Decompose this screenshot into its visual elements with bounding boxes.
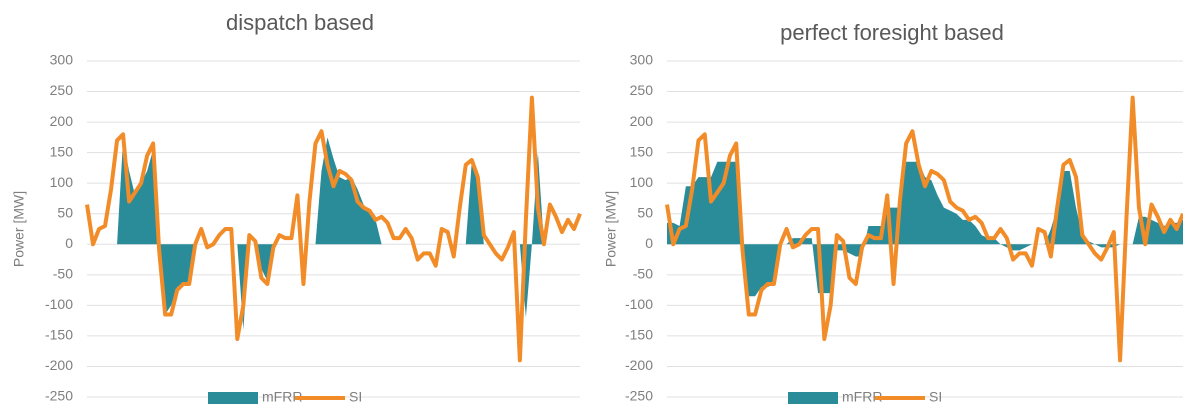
y-tick-label: -150	[45, 327, 73, 343]
legend-swatch	[788, 392, 838, 404]
y-tick-label: -200	[45, 357, 73, 373]
area	[667, 161, 1183, 297]
y-tick-label: 0	[65, 235, 73, 251]
chart: perfect foresight based Power [MW] -250 -20…	[603, 20, 1183, 405]
y-tick-label: -100	[625, 296, 653, 312]
area	[87, 137, 580, 330]
y-tick-label: 150	[50, 143, 74, 159]
y-axis-title: Power [MW]	[11, 191, 27, 267]
legend-label: SI	[349, 389, 362, 405]
y-tick-label: -250	[45, 388, 73, 404]
y-tick-label: 300	[50, 52, 74, 68]
y-tick-label: -50	[633, 266, 653, 282]
y-tick-label: -100	[45, 296, 73, 312]
chart-title: dispatch based	[226, 10, 374, 35]
line	[665, 95, 1183, 363]
y-tick-label: 100	[630, 174, 654, 190]
y-tick-label: 150	[630, 143, 654, 159]
chart-title: perfect foresight based	[780, 20, 1004, 45]
y-tick-label: 250	[630, 82, 654, 98]
chart: dispatch based Power [MW] -250 -200 -150 -100…	[11, 10, 582, 405]
legend-label: SI	[929, 389, 942, 405]
y-tick-label: -250	[625, 388, 653, 404]
y-tick-label: 50	[637, 204, 653, 220]
legend-label: mFRR	[262, 389, 302, 405]
y-axis-title: Power [MW]	[603, 191, 619, 267]
y-tick-label: 200	[50, 113, 74, 129]
y-tick-label: -200	[625, 357, 653, 373]
y-tick-label: 300	[630, 52, 654, 68]
y-tick-label: 0	[645, 235, 653, 251]
y-tick-label: 100	[50, 174, 74, 190]
y-tick-label: 200	[630, 113, 654, 129]
y-tick-label: 50	[57, 204, 73, 220]
y-tick-label: -150	[625, 327, 653, 343]
y-tick-label: 250	[50, 82, 74, 98]
y-tick-label: -50	[53, 266, 73, 282]
legend-label: mFRR	[842, 389, 882, 405]
legend-swatch	[208, 392, 258, 404]
line	[85, 95, 582, 363]
